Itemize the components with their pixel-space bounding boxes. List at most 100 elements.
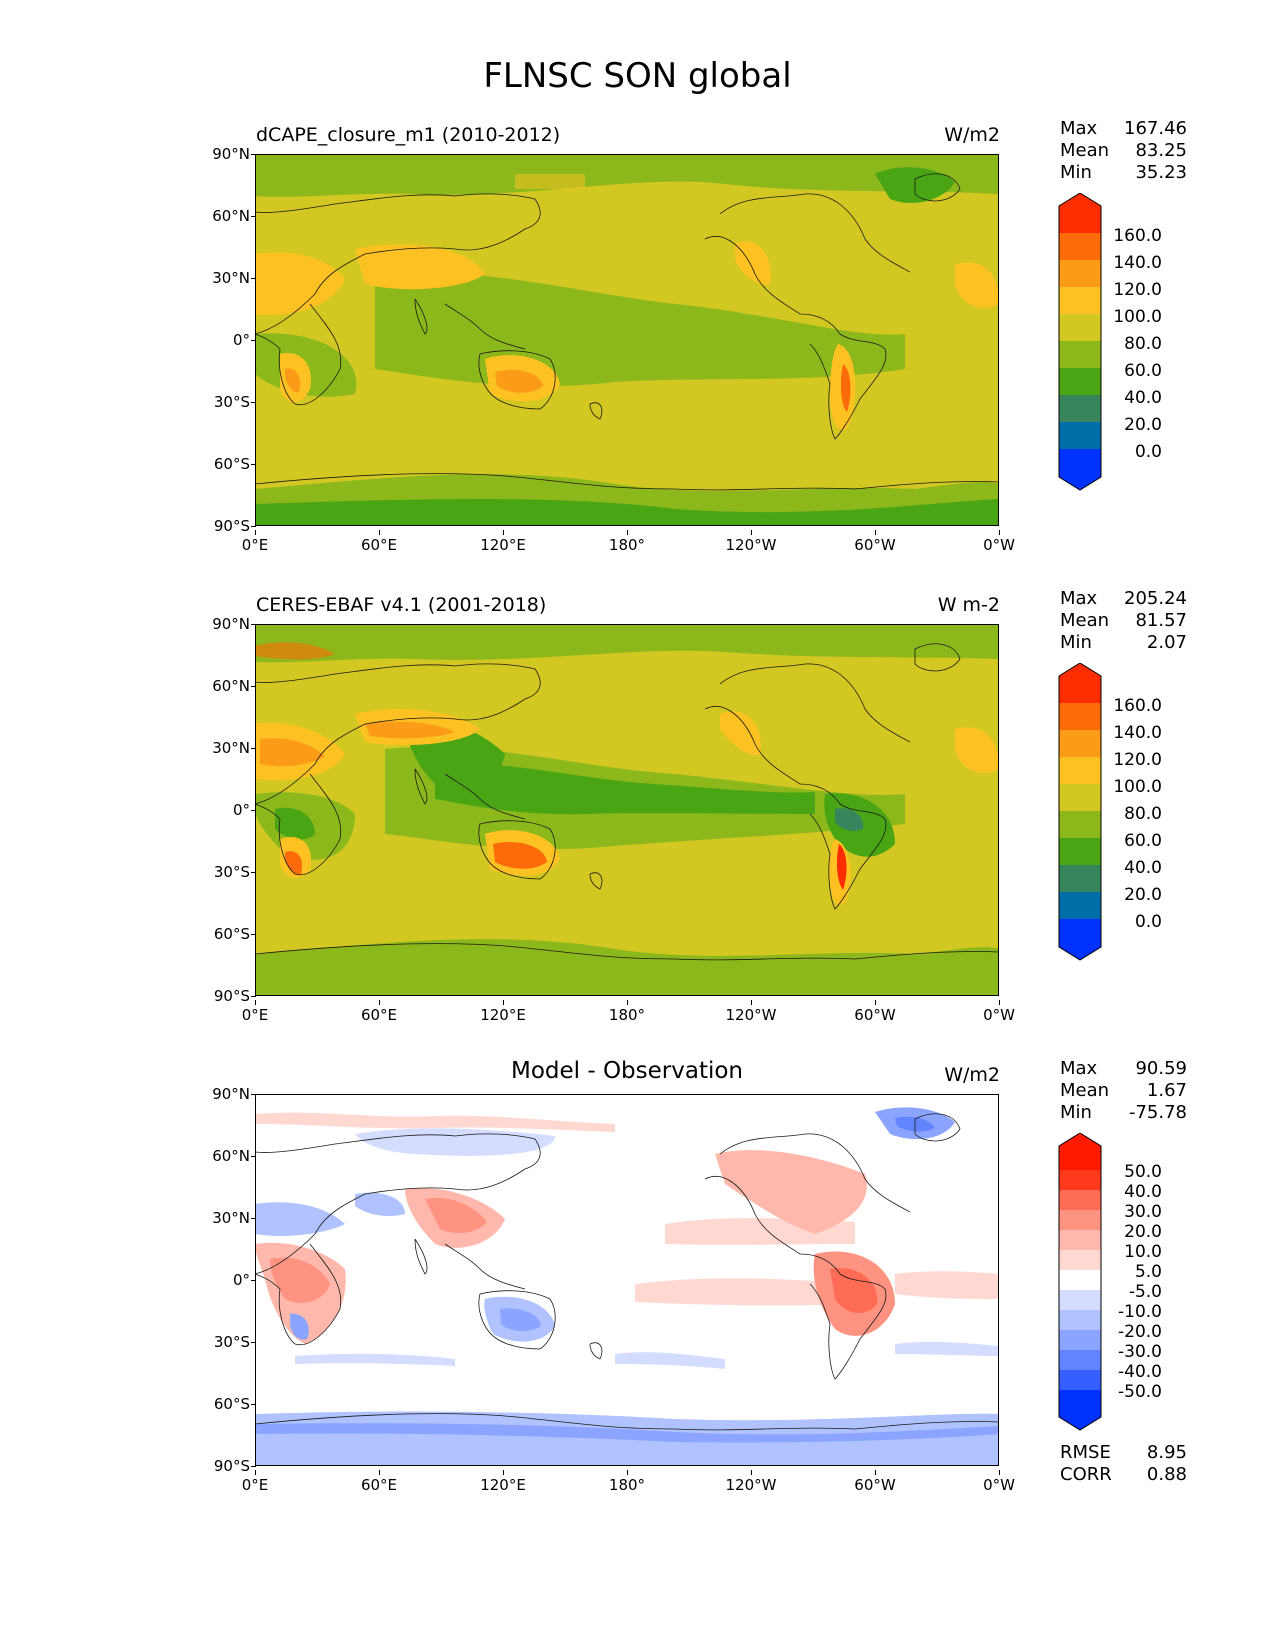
lon-label: 0°E: [215, 1470, 295, 1494]
lon-label: 0°E: [215, 530, 295, 554]
stat-value: -75.78: [1128, 1102, 1187, 1123]
colorbar-label: 100.0: [1113, 777, 1162, 797]
lat-label: 90°S: [180, 1457, 256, 1475]
units-label: W/m2: [944, 124, 1000, 146]
colorbar-label: 30.0: [1124, 1202, 1162, 1222]
colorbar: [1058, 663, 1102, 961]
map-model: [255, 154, 999, 526]
lat-label: 0°: [180, 801, 256, 819]
lon-label: 120°E: [463, 530, 543, 554]
stat-value: 1.67: [1146, 1080, 1187, 1101]
lon-label: 120°W: [711, 1000, 791, 1024]
colorbar-label: -30.0: [1118, 1342, 1162, 1362]
stat-value: 0.88: [1146, 1464, 1187, 1485]
lat-label: 30°S: [180, 863, 256, 881]
stat-key: Mean: [1060, 610, 1110, 631]
colorbar-label: 80.0: [1124, 804, 1162, 824]
colorbar-label: 40.0: [1124, 388, 1162, 408]
lon-label: 60°E: [339, 1000, 419, 1024]
stat-key: Mean: [1060, 140, 1110, 161]
lat-label: 30°S: [180, 393, 256, 411]
colorbar-label: 10.0: [1124, 1242, 1162, 1262]
lon-label: 60°W: [835, 530, 915, 554]
lon-label: 180°: [587, 530, 667, 554]
lat-label: 90°N: [180, 1085, 256, 1103]
colorbar-label: 20.0: [1124, 415, 1162, 435]
lat-label: 90°S: [180, 987, 256, 1005]
stat-value: 35.23: [1135, 162, 1187, 183]
colorbar-label: 140.0: [1113, 723, 1162, 743]
lon-label: 0°W: [959, 1000, 1039, 1024]
lat-label: 30°N: [180, 269, 256, 287]
lon-label: 0°W: [959, 530, 1039, 554]
colorbar-label: 60.0: [1124, 831, 1162, 851]
lat-label: 30°S: [180, 1333, 256, 1351]
stat-value: 2.07: [1146, 632, 1187, 653]
colorbar-label: 5.0: [1134, 1262, 1162, 1282]
lat-label: 90°N: [180, 615, 256, 633]
stat-key: RMSE: [1060, 1442, 1111, 1463]
colorbar-label: 160.0: [1113, 696, 1162, 716]
colorbar-label: -50.0: [1118, 1382, 1162, 1402]
lon-label: 120°W: [711, 530, 791, 554]
colorbar: [1058, 1133, 1102, 1431]
stat-value: 83.25: [1135, 140, 1187, 161]
colorbar-label: 40.0: [1124, 858, 1162, 878]
colorbar-label: 0.0: [1134, 912, 1162, 932]
panel-title: CERES-EBAF v4.1 (2001-2018): [256, 594, 547, 616]
lon-label: 60°E: [339, 530, 419, 554]
lon-label: 120°W: [711, 1470, 791, 1494]
lon-label: 120°E: [463, 1000, 543, 1024]
lat-label: 0°: [180, 1271, 256, 1289]
stat-key: Min: [1060, 1102, 1092, 1123]
colorbar-label: -40.0: [1118, 1362, 1162, 1382]
colorbar-label: -20.0: [1118, 1322, 1162, 1342]
colorbar-label: -5.0: [1128, 1282, 1162, 1302]
panel-title: Model - Observation: [510, 1058, 744, 1084]
colorbar-label: 40.0: [1124, 1182, 1162, 1202]
lat-label: 60°S: [180, 925, 256, 943]
colorbar-label: 160.0: [1113, 226, 1162, 246]
stat-key: Max: [1060, 588, 1098, 609]
lat-label: 60°N: [180, 1147, 256, 1165]
colorbar-label: 20.0: [1124, 1222, 1162, 1242]
stat-value: 81.57: [1135, 610, 1187, 631]
stat-value: 205.24: [1124, 588, 1187, 609]
lat-label: 60°N: [180, 677, 256, 695]
lat-label: 60°S: [180, 455, 256, 473]
colorbar-label: -10.0: [1118, 1302, 1162, 1322]
units-label: W/m2: [944, 1064, 1000, 1086]
lon-label: 0°W: [959, 1470, 1039, 1494]
lon-label: 120°E: [463, 1470, 543, 1494]
lon-label: 180°: [587, 1470, 667, 1494]
stat-key: CORR: [1060, 1464, 1112, 1485]
lat-label: 90°N: [180, 145, 256, 163]
map-difference: [255, 1094, 999, 1466]
lon-label: 60°W: [835, 1000, 915, 1024]
stat-key: Min: [1060, 632, 1092, 653]
lon-label: 60°E: [339, 1470, 419, 1494]
lat-label: 90°S: [180, 517, 256, 535]
colorbar-label: 60.0: [1124, 361, 1162, 381]
colorbar-label: 120.0: [1113, 750, 1162, 770]
stat-value: 90.59: [1135, 1058, 1187, 1079]
stat-key: Max: [1060, 118, 1098, 139]
stat-key: Max: [1060, 1058, 1098, 1079]
stat-key: Mean: [1060, 1080, 1110, 1101]
map-observation: [255, 624, 999, 996]
figure-title: FLNSC SON global: [483, 56, 792, 96]
panel-title: dCAPE_closure_m1 (2010-2012): [256, 124, 561, 146]
lat-label: 60°N: [180, 207, 256, 225]
stat-key: Min: [1060, 162, 1092, 183]
lat-label: 30°N: [180, 739, 256, 757]
colorbar-label: 20.0: [1124, 885, 1162, 905]
colorbar: [1058, 193, 1102, 491]
colorbar-label: 140.0: [1113, 253, 1162, 273]
colorbar-label: 80.0: [1124, 334, 1162, 354]
colorbar-label: 120.0: [1113, 280, 1162, 300]
lat-label: 60°S: [180, 1395, 256, 1413]
lat-label: 30°N: [180, 1209, 256, 1227]
lon-label: 180°: [587, 1000, 667, 1024]
lon-label: 60°W: [835, 1470, 915, 1494]
lon-label: 0°E: [215, 1000, 295, 1024]
